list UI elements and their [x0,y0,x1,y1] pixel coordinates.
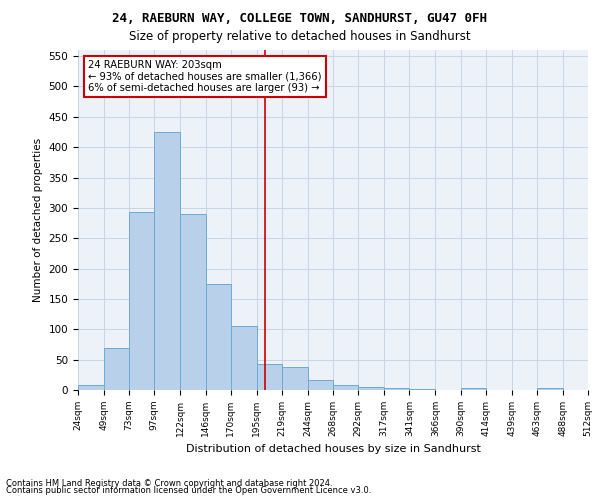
Bar [308,380,333,390]
Bar [129,212,154,390]
Bar [384,388,409,390]
Bar [257,364,282,390]
X-axis label: Distribution of detached houses by size in Sandhurst: Distribution of detached houses by size … [185,444,481,454]
Bar [409,389,436,390]
Bar [78,385,104,390]
Bar [104,348,129,390]
Text: 24 RAEBURN WAY: 203sqm
← 93% of detached houses are smaller (1,366)
6% of semi-d: 24 RAEBURN WAY: 203sqm ← 93% of detached… [88,60,322,94]
Bar [206,284,230,390]
Bar [358,387,384,390]
Bar [461,388,485,390]
Bar [333,385,358,390]
Bar [154,132,181,390]
Y-axis label: Number of detached properties: Number of detached properties [33,138,43,302]
Text: Size of property relative to detached houses in Sandhurst: Size of property relative to detached ho… [129,30,471,43]
Text: 24, RAEBURN WAY, COLLEGE TOWN, SANDHURST, GU47 0FH: 24, RAEBURN WAY, COLLEGE TOWN, SANDHURST… [113,12,487,26]
Bar [537,388,563,390]
Text: Contains HM Land Registry data © Crown copyright and database right 2024.: Contains HM Land Registry data © Crown c… [6,478,332,488]
Bar [282,367,308,390]
Bar [181,214,205,390]
Text: Contains public sector information licensed under the Open Government Licence v3: Contains public sector information licen… [6,486,371,495]
Bar [230,326,257,390]
